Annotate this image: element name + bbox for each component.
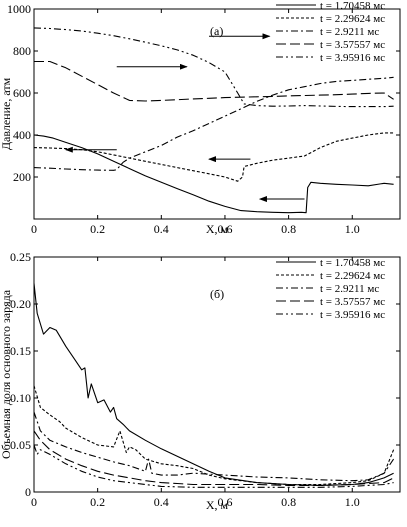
panel-b-legend-label: t = 3.57557 мс <box>320 296 385 308</box>
panel-b-series-line-5 <box>33 444 394 488</box>
panel-a-x-tick-label: 0.2 <box>90 222 105 236</box>
panel-a-y-tick-label: 1000 <box>7 2 31 16</box>
panel-b-y-tick-label: 0.10 <box>10 391 31 405</box>
panel-a-y-tick-label: 400 <box>13 128 31 142</box>
panel-a-y-tick-label: 600 <box>13 86 31 100</box>
panel-a-x-tick-label: 0.4 <box>154 222 169 236</box>
panel-a-legend-label: t = 2.9211 мс <box>320 26 379 38</box>
panel-a-y-tick-label: 200 <box>13 170 31 184</box>
panel-b-x-tick-label: 0.8 <box>281 495 296 509</box>
panel-a-series-line-5 <box>33 27 394 108</box>
panel-b-series-line-4 <box>33 430 394 486</box>
panel-a-label: (а) <box>210 24 223 38</box>
panel-b-label: (б) <box>210 287 224 301</box>
panel-b-y-tick-label: 0.20 <box>10 297 31 311</box>
panel-a-x-tick-label: 1.0 <box>345 222 360 236</box>
panel-b-y-tick-label: 0.05 <box>10 438 31 452</box>
panel-a-x-tick-label: 0 <box>31 222 37 236</box>
panel-b-legend-label: t = 2.9211 мс <box>320 283 379 295</box>
panel-b-x-tick-label: 1.0 <box>345 495 360 509</box>
panel-a-legend-label: t = 3.95916 мс <box>320 52 385 64</box>
panel-b-y-tick-label: 0.15 <box>10 344 31 358</box>
chart-panel-a: 0 0.2 0.4 0.6 0.8 1.0 200 400 600 800 1000 t = 1.70… <box>0 0 401 236</box>
panel-b-legend-label: t = 3.95916 мс <box>320 309 385 321</box>
panel-a-x-axis-label: X, м <box>206 222 229 236</box>
panel-a-plot-frame <box>33 8 401 220</box>
panel-b-x-tick-label: 0.4 <box>154 495 169 509</box>
panel-b-series-line-3 <box>33 411 395 482</box>
panel-b-legend-label: t = 2.29624 мс <box>320 270 385 282</box>
panel-a-series-line-2 <box>33 132 394 182</box>
panel-a-legend-label: t = 1.70458 мс <box>320 0 385 12</box>
panel-a-y-axis-label: Давление, атм <box>0 77 13 150</box>
panel-a-x-tick-label: 0.6 <box>217 222 232 236</box>
chart-panel-b: 0 0.2 0.4 0.6 0.8 1.0 0 0.05 0.10 0.15 0.20 0.25 t =… <box>0 250 401 512</box>
panel-a-legend-label: t = 2.29624 мс <box>320 13 385 25</box>
panel-b-x-tick-label: 0 <box>31 495 37 509</box>
panel-b-legend-label: t = 1.70458 мс <box>320 257 385 269</box>
panel-a-x-tick-label: 0.8 <box>281 222 296 236</box>
panel-a-y-tick-label: 800 <box>13 44 31 58</box>
panel-b-x-tick-label: 0.6 <box>217 495 232 509</box>
panel-a-series-line-4 <box>34 60 394 102</box>
panel-b-y-tick-label: 0 <box>25 485 31 499</box>
panel-a-series-line-3 <box>33 76 394 171</box>
panel-b-plot-frame <box>33 256 401 493</box>
panel-a-series-line-1 <box>33 134 394 214</box>
panel-b-y-tick-label: 0.25 <box>10 250 31 264</box>
panel-a-legend-label: t = 3.57557 мс <box>320 39 385 51</box>
panel-b-x-axis-label: X, м <box>206 498 229 512</box>
panel-b-x-tick-label: 0.2 <box>90 495 105 509</box>
panel-b-series-line-2 <box>33 385 395 486</box>
panel-b-y-axis-label: Объемная доля основного заряда <box>0 289 13 459</box>
